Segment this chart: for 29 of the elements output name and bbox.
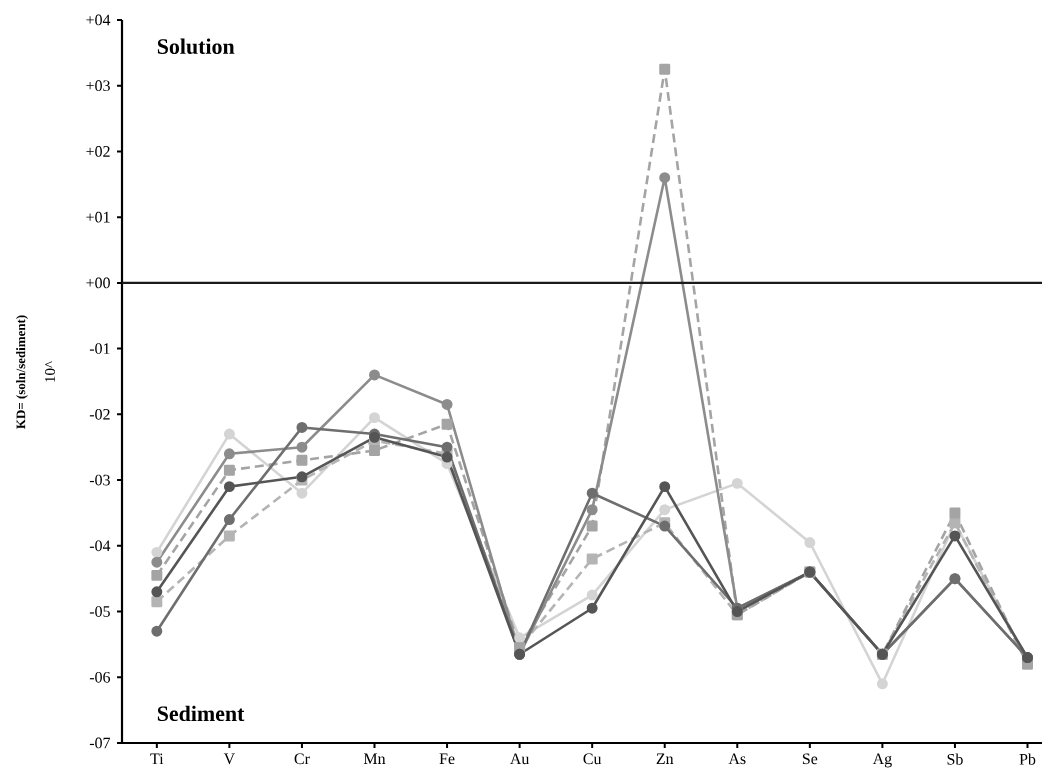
y-tick-label: -05 [89,606,110,617]
x-tick-label: Ti [150,753,164,765]
annotation: Solution [157,38,235,54]
y-tick-label: -02 [89,408,110,420]
x-tick-label: Cu [583,753,602,765]
y-tick-label: +00 [86,277,110,289]
x-tick-label: Fe [439,753,455,765]
x-tick-label: V [223,753,235,765]
y-axis-title: KD= (soln/sediment) [16,315,28,429]
x-tick-label: As [728,753,746,765]
x-tick-label: Se [802,753,818,765]
y-tick-label: +01 [86,211,110,223]
x-tick-label: Sb [947,753,963,765]
y-tick-label: -01 [89,343,110,354]
y-tick-label: -07 [89,737,111,749]
y-tick-label: +04 [86,14,111,26]
x-tick-label: Pb [1019,753,1036,765]
x-tick-label: Mn [363,753,386,764]
x-tick-label: Cr [294,753,310,765]
x-tick-label: Au [510,753,530,765]
y-tick-label: +03 [86,80,110,92]
y-tick-label: -04 [89,540,111,552]
y-tick-label: -03 [89,474,110,486]
y-tick-label: +02 [86,146,110,157]
y-tick-label: -06 [89,671,111,683]
x-tick-label: Zn [656,753,674,764]
annotation: Sediment [157,705,245,722]
x-tick-label: Ag [872,753,892,768]
text: 10^ [44,361,56,382]
